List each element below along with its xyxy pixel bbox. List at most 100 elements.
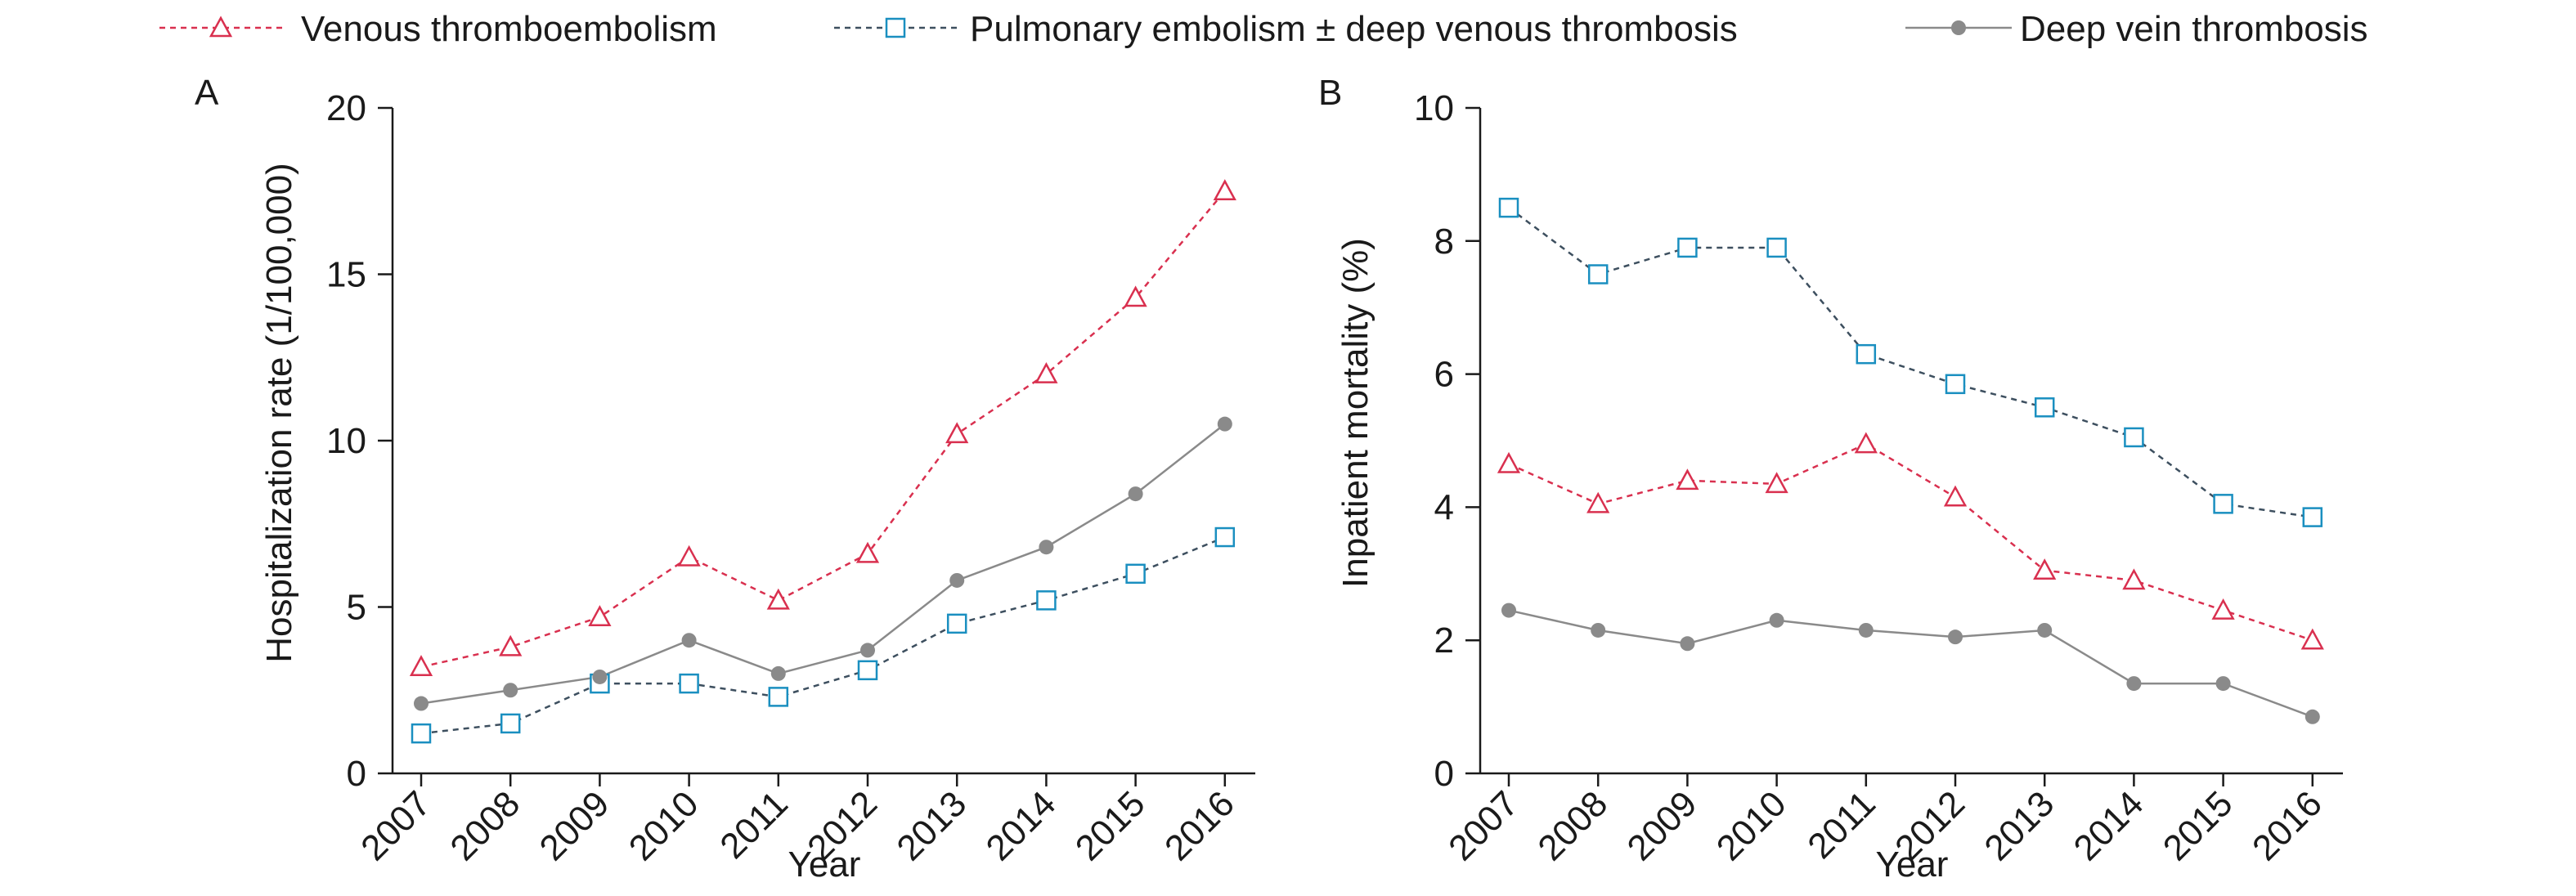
data-point-deep	[1680, 636, 1695, 652]
x-axis-title-b: Year	[1876, 844, 1949, 885]
legend-label-pulmonary: Pulmonary embolism ± deep venous thrombo…	[970, 9, 1738, 49]
data-point-venous	[1765, 472, 1788, 494]
panel-label-a: A	[195, 73, 219, 113]
data-point-venous	[1676, 468, 1699, 491]
data-point-deep	[2304, 709, 2320, 724]
data-point-deep	[1591, 622, 1606, 638]
data-point-pulmonary	[679, 673, 699, 694]
data-point-pulmonary	[411, 723, 432, 744]
data-point-venous	[409, 655, 433, 677]
y-tick-label: 2	[1434, 620, 1454, 661]
data-point-pulmonary	[857, 660, 878, 681]
data-point-venous	[766, 588, 790, 610]
legend-item-pulmonary: Pulmonary embolism ± deep venous thrombo…	[834, 9, 1738, 49]
y-tick-label: 6	[1434, 355, 1454, 395]
y-tick-label: 0	[347, 754, 366, 794]
x-tick-label: 2016	[2245, 783, 2330, 868]
data-point-venous	[1034, 361, 1058, 383]
data-point-venous	[2211, 598, 2235, 620]
x-tick-label: 2009	[1620, 783, 1705, 868]
data-point-pulmonary	[1498, 197, 1519, 218]
data-point-pulmonary	[1856, 343, 1877, 365]
y-tick-label: 5	[347, 588, 366, 628]
data-point-venous	[499, 634, 523, 656]
x-tick-label: 2009	[532, 783, 617, 868]
data-point-pulmonary	[2302, 507, 2323, 527]
series-line-venous	[420, 190, 1226, 668]
data-point-deep	[2126, 676, 2142, 692]
legend-label-deep: Deep vein thrombosis	[2020, 9, 2368, 49]
x-tick-label: 2008	[1530, 783, 1615, 868]
data-point-deep	[770, 665, 786, 681]
data-point-pulmonary	[1036, 590, 1057, 611]
data-point-pulmonary	[946, 613, 967, 634]
data-point-venous	[1586, 491, 1610, 513]
legend-label-venous: Venous thromboembolism	[301, 9, 717, 49]
data-point-pulmonary	[1677, 237, 1698, 258]
y-tick-label: 4	[1434, 487, 1454, 527]
circle-icon	[1951, 20, 1966, 35]
data-point-pulmonary	[768, 687, 789, 707]
data-point-deep	[681, 633, 697, 648]
legend: Venous thromboembolism Pulmonary embolis…	[159, 9, 2368, 49]
y-tick-label: 8	[1434, 222, 1454, 262]
data-point-deep	[1217, 416, 1232, 432]
data-point-venous	[677, 544, 701, 567]
data-point-venous	[1497, 451, 1521, 473]
series-line-pulmonary	[420, 535, 1226, 735]
triangle-icon	[209, 16, 233, 38]
x-tick-label: 2016	[1157, 783, 1242, 868]
data-point-deep	[592, 669, 608, 684]
series-line-deep	[420, 423, 1226, 705]
data-point-pulmonary	[2213, 494, 2233, 514]
series-line-pulmonary	[1508, 207, 2313, 518]
data-point-deep	[1769, 612, 1784, 628]
data-point-venous	[945, 422, 969, 444]
data-point-venous	[1854, 432, 1878, 454]
panel-label-b: B	[1318, 73, 1342, 113]
series-lines-b	[1508, 207, 2313, 718]
data-point-deep	[1948, 629, 1963, 645]
data-point-venous	[2122, 568, 2146, 590]
data-point-deep	[1501, 603, 1516, 618]
data-point-deep	[414, 696, 429, 711]
x-tick-label: 2007	[1441, 783, 1526, 868]
legend-item-deep: Deep vein thrombosis	[1905, 9, 2368, 49]
data-point-pulmonary	[1214, 526, 1236, 548]
data-point-pulmonary	[1945, 374, 1966, 395]
data-point-deep	[503, 683, 518, 698]
series-line-venous	[1508, 442, 2313, 642]
x-axis-title-a: Year	[788, 844, 861, 885]
series-markers-a	[409, 179, 1236, 744]
y-tick-label: 15	[326, 255, 366, 295]
x-tick-label: 2013	[1977, 783, 2062, 868]
y-tick-label: 10	[1414, 88, 1454, 128]
x-tick-label: 2011	[1800, 783, 1883, 867]
data-point-venous	[855, 541, 880, 563]
data-point-deep	[2037, 622, 2053, 638]
data-point-pulmonary	[500, 713, 521, 734]
data-point-venous	[588, 605, 612, 626]
x-tick-label: 2011	[712, 783, 796, 867]
data-point-venous	[2300, 628, 2324, 650]
data-point-venous	[1943, 485, 1968, 507]
data-point-venous	[1124, 285, 1147, 307]
x-tick-label: 2014	[2067, 783, 2152, 868]
x-tick-label: 2010	[622, 783, 707, 868]
y-axis-title-b: Inpatient mortality (%)	[1335, 238, 1376, 588]
x-tick-label: 2010	[1709, 783, 1794, 868]
series-line-deep	[1508, 609, 2313, 718]
square-icon	[885, 17, 906, 38]
data-point-deep	[1128, 486, 1143, 502]
data-point-deep	[1858, 622, 1874, 638]
y-tick-label: 20	[326, 88, 366, 128]
y-tick-label: 0	[1434, 754, 1454, 794]
data-point-pulmonary	[2034, 397, 2055, 418]
data-point-venous	[2033, 558, 2057, 580]
data-point-deep	[949, 572, 965, 588]
y-axis-title-a: Hospitalization rate (1/100,000)	[259, 163, 299, 662]
